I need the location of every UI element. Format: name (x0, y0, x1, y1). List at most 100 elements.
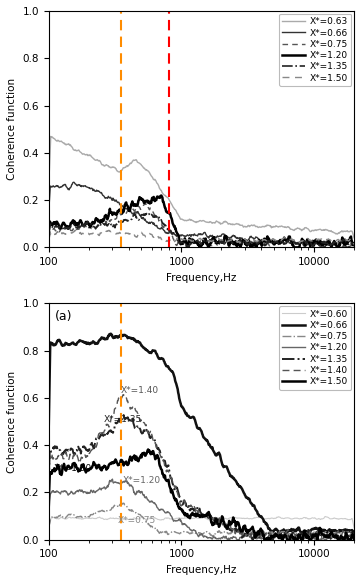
X*=0.60 (277, 513, 281, 520)
X*=1.20 (110, 475, 114, 482)
X*=0.75 (227, 243, 231, 250)
X*=1.20 (278, 533, 282, 540)
Line: X*=0.75: X*=0.75 (49, 503, 354, 537)
X*=0.75 (185, 241, 190, 248)
X*=1.20 (252, 242, 256, 249)
X*=1.40 (121, 391, 125, 398)
X*=1.20 (47, 511, 51, 518)
X*=0.66 (352, 530, 356, 537)
X*=1.35 (101, 431, 105, 438)
Line: X*=1.35: X*=1.35 (49, 213, 354, 247)
Line: X*=0.63: X*=0.63 (49, 136, 354, 238)
X*=0.75 (252, 528, 256, 535)
X-axis label: Frequency,Hz: Frequency,Hz (166, 565, 236, 575)
X*=0.75 (227, 530, 232, 537)
X*=0.66 (101, 192, 105, 199)
X*=1.35 (187, 243, 191, 250)
X*=0.75 (143, 200, 148, 207)
X*=1.35 (227, 526, 231, 533)
X*=1.35 (47, 230, 51, 237)
X*=0.75 (211, 533, 215, 540)
X*=0.63 (49, 133, 53, 140)
Line: X*=0.66: X*=0.66 (49, 333, 354, 534)
X*=1.20 (226, 536, 230, 543)
X*=0.75 (185, 528, 190, 535)
Line: X*=0.66: X*=0.66 (49, 182, 354, 247)
X*=0.66 (338, 244, 342, 251)
X*=1.50 (146, 446, 150, 453)
X*=1.50 (227, 517, 231, 524)
X*=0.66 (109, 330, 113, 337)
X*=0.60 (101, 515, 105, 522)
X*=0.63 (126, 163, 130, 170)
X*=0.66 (47, 209, 51, 216)
X*=1.50 (185, 236, 190, 243)
X*=1.20 (185, 523, 190, 530)
X*=0.63 (185, 217, 190, 223)
Text: (a): (a) (55, 310, 72, 324)
X*=0.66 (227, 469, 231, 476)
X*=1.20 (101, 216, 105, 223)
X*=1.50 (251, 237, 255, 244)
X*=1.50 (101, 228, 105, 235)
X*=1.50 (227, 237, 231, 244)
X*=0.66 (101, 335, 105, 342)
X*=0.63 (47, 183, 51, 190)
X*=1.50 (125, 460, 129, 467)
X*=0.60 (47, 525, 51, 532)
X*=1.20 (252, 532, 256, 539)
X*=0.60 (251, 515, 255, 522)
Text: X*=1.35: X*=1.35 (104, 414, 142, 424)
Line: X*=0.75: X*=0.75 (49, 203, 354, 247)
X*=0.75 (101, 508, 105, 514)
X*=0.66 (277, 529, 281, 536)
X*=1.35 (252, 237, 256, 244)
X*=0.60 (323, 513, 327, 520)
X*=0.66 (352, 244, 356, 251)
X*=1.50 (352, 535, 356, 542)
X*=0.75 (352, 241, 356, 248)
X*=1.35 (185, 243, 190, 250)
X*=0.75 (101, 220, 105, 227)
X*=1.50 (262, 536, 266, 543)
X*=1.40 (277, 530, 281, 537)
X*=0.66 (185, 413, 190, 420)
X*=1.50 (352, 241, 356, 248)
X*=1.35 (122, 411, 126, 418)
X*=0.75 (278, 528, 282, 535)
X*=1.50 (73, 227, 77, 234)
X*=0.75 (126, 505, 130, 512)
X*=0.60 (352, 524, 356, 531)
X*=0.66 (71, 179, 76, 186)
X*=1.50 (278, 531, 282, 538)
X*=1.40 (126, 398, 130, 404)
X*=1.35 (148, 210, 152, 217)
X*=0.66 (227, 235, 231, 242)
X*=1.40 (251, 534, 255, 541)
X*=1.40 (101, 430, 105, 436)
X*=0.75 (227, 243, 232, 250)
X*=0.75 (352, 533, 356, 540)
Line: X*=1.20: X*=1.20 (49, 196, 354, 247)
X*=0.63 (227, 220, 231, 227)
X*=0.66 (47, 425, 51, 432)
X*=1.20 (185, 244, 190, 251)
X*=1.35 (101, 221, 105, 228)
X*=1.20 (352, 536, 356, 543)
Y-axis label: Coherence function: Coherence function (7, 371, 17, 473)
X*=1.35 (278, 239, 282, 246)
X*=1.40 (290, 535, 295, 542)
X*=0.60 (185, 514, 189, 521)
Line: X*=0.60: X*=0.60 (49, 516, 354, 528)
Line: X*=1.20: X*=1.20 (49, 479, 354, 540)
X*=1.35 (125, 218, 129, 225)
X*=0.75 (47, 233, 51, 240)
X*=0.66 (251, 502, 255, 509)
Line: X*=1.50: X*=1.50 (49, 230, 354, 244)
X*=1.20 (278, 240, 282, 247)
X*=1.35 (278, 533, 282, 540)
X*=0.63 (101, 161, 105, 168)
X*=1.20 (227, 536, 232, 543)
X*=1.50 (101, 464, 105, 471)
X*=0.60 (226, 515, 231, 522)
